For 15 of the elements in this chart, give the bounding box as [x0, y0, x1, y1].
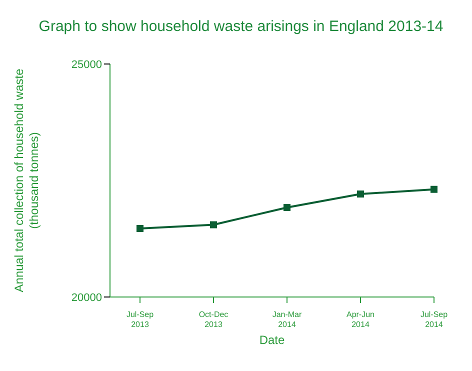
x-tick-label: Oct-Dec 2013	[198, 310, 228, 329]
x-tick-label: Jul-Sep 2013	[126, 310, 154, 329]
x-tick-label: Apr-Jun 2014	[346, 310, 375, 329]
chart-title: Graph to show household waste arisings in England 2013-14	[38, 17, 444, 37]
point	[210, 221, 217, 228]
point	[357, 190, 364, 198]
x-tick-label: Jul-Sep 2014	[420, 310, 448, 329]
y-axis-title: Annual total collection of household waste (thousand tonnes)	[12, 68, 41, 292]
point	[284, 204, 290, 212]
point	[136, 225, 144, 232]
x-tick-label: Jan-Mar 2014	[272, 310, 302, 329]
y-tick-label: 20000	[71, 292, 102, 304]
y-tick-label: 25000	[71, 58, 102, 71]
point	[430, 186, 438, 193]
x-axis-title: Date	[259, 333, 285, 347]
